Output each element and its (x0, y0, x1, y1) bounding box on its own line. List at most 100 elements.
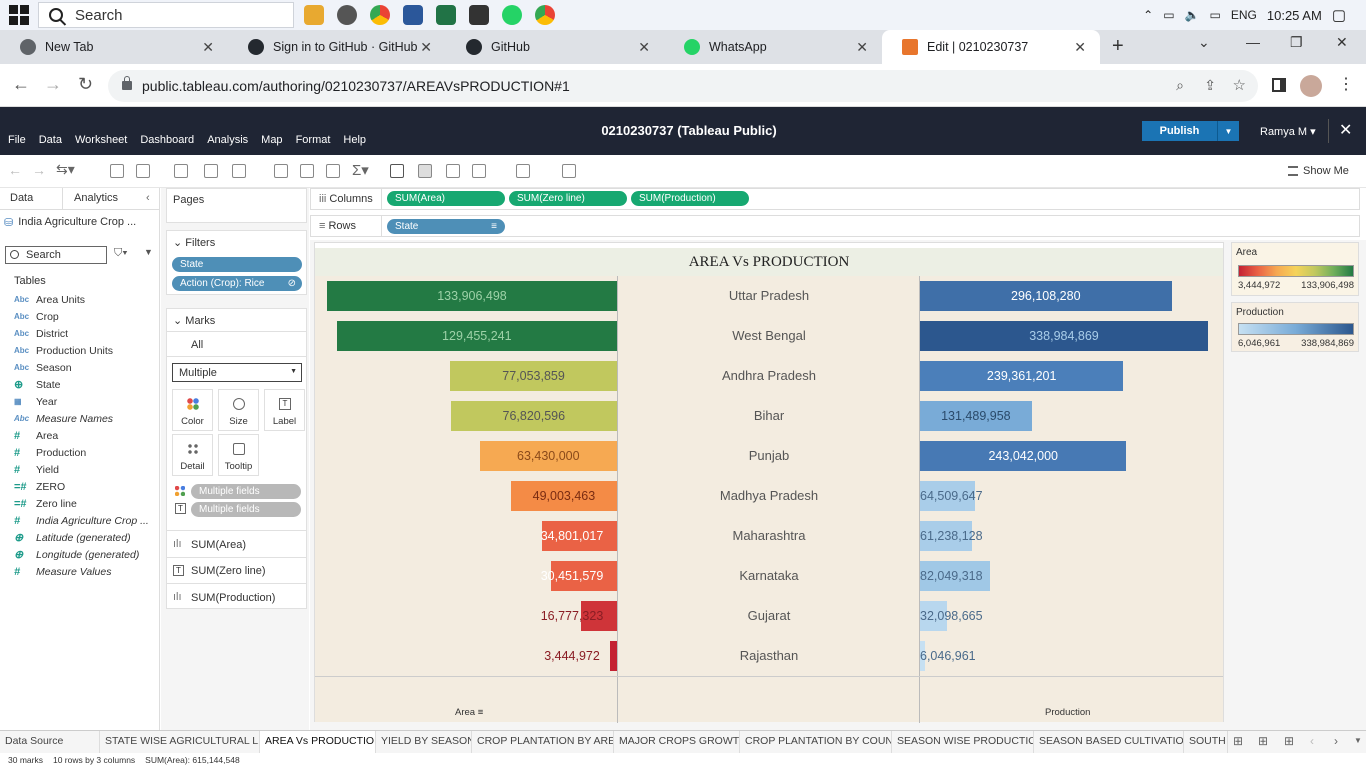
tab-search-icon[interactable]: ⌄ (1198, 34, 1210, 50)
marks-tab-production[interactable]: ılı SUM(Production) (167, 583, 306, 609)
area-bar[interactable] (551, 561, 617, 591)
share-icon[interactable]: ⇪ (1204, 77, 1216, 93)
field-item[interactable]: # India Agriculture Crop ... (14, 512, 149, 529)
marks-all-tab[interactable]: All (167, 331, 306, 357)
menu-dashboard[interactable]: Dashboard (140, 134, 195, 146)
menu-analysis[interactable]: Analysis (207, 134, 249, 146)
close-tab-icon[interactable]: ✕ (638, 39, 650, 55)
state-label[interactable]: Uttar Pradesh (728, 288, 810, 303)
production-bar[interactable] (920, 281, 1172, 311)
field-item[interactable]: Abc Season (14, 359, 72, 376)
plot-area[interactable]: 133,906,498 Uttar Pradesh 296,108,280 129,4… (315, 276, 1223, 676)
sheet-tab[interactable]: CROP PLANTATION BY COUNT (740, 731, 892, 753)
redo-icon[interactable]: → (32, 162, 46, 178)
browser-tab[interactable]: GitHub ✕ (446, 30, 664, 64)
field-item[interactable]: Abc Crop (14, 308, 59, 325)
state-label[interactable]: Karnataka (739, 568, 799, 583)
close-window-button[interactable]: ✕ (1336, 34, 1348, 50)
datasource-item[interactable]: ⛁ India Agriculture Crop ... (4, 216, 137, 229)
next-tab-icon[interactable]: › (1334, 734, 1338, 748)
new-story-icon[interactable]: ⊞ (1284, 734, 1295, 748)
network-icon[interactable]: ▭ (1209, 8, 1221, 22)
notification-icon[interactable]: ▢ (1331, 7, 1346, 24)
sheet-tab[interactable]: MAJOR CROPS GROWTH (614, 731, 740, 753)
area-bar[interactable] (510, 481, 617, 511)
chrome-profile-icon[interactable] (535, 5, 555, 25)
sheet-tab[interactable]: SEASON BASED CULTIVATION (1034, 731, 1184, 753)
browser-tab[interactable]: WhatsApp ✕ (664, 30, 882, 64)
fit-icon[interactable] (472, 164, 486, 178)
area-bar[interactable] (336, 321, 617, 351)
totals-icon[interactable]: Σ▾ (352, 162, 369, 179)
new-datasource-icon[interactable] (110, 164, 124, 178)
production-bar[interactable] (920, 561, 990, 591)
field-item[interactable]: # Measure Values (14, 563, 111, 580)
new-worksheet-icon[interactable]: ⊞ (1233, 734, 1244, 748)
back-button[interactable]: ← (12, 74, 30, 94)
user-menu[interactable]: Ramya M ▾ (1260, 126, 1316, 138)
field-item[interactable]: ▦ Year (14, 393, 57, 410)
marks-tab-area[interactable]: ılı SUM(Area) (167, 530, 306, 557)
sort-desc-icon[interactable] (326, 164, 340, 178)
state-label[interactable]: Andhra Pradesh (722, 368, 816, 383)
forward-button[interactable]: → (44, 74, 62, 94)
pause-updates-icon[interactable] (136, 164, 150, 178)
sheet-tab[interactable]: STATE WISE AGRICULTURAL L... (100, 731, 260, 753)
maximize-button[interactable]: ❐ (1290, 34, 1303, 50)
production-bar[interactable] (920, 441, 1127, 471)
field-item[interactable]: Abc District (14, 325, 68, 342)
area-bar[interactable] (580, 601, 617, 631)
production-bar[interactable] (920, 321, 1208, 351)
area-bar[interactable] (541, 521, 617, 551)
duplicate-sheet-icon[interactable] (204, 164, 218, 178)
new-worksheet-icon[interactable] (174, 164, 188, 178)
close-tab-icon[interactable]: ✕ (202, 39, 214, 55)
state-label[interactable]: Madhya Pradesh (719, 488, 819, 503)
word-icon[interactable] (403, 5, 423, 25)
taskbar-search[interactable]: Search (38, 2, 294, 28)
label-button[interactable]: T Label (264, 389, 305, 431)
highlight-icon[interactable] (390, 164, 404, 178)
state-label[interactable]: Gujarat (747, 608, 791, 623)
size-button[interactable]: Size (218, 389, 259, 431)
tab-analytics[interactable]: Analytics (74, 192, 119, 204)
store-icon[interactable] (469, 5, 489, 25)
chevron-down-icon[interactable]: ▼ (1217, 121, 1239, 141)
field-item[interactable]: Abc Measure Names (14, 410, 113, 427)
columns-pill-zero-line[interactable]: SUM(Zero line) (509, 191, 627, 206)
browser-tab[interactable]: New Tab ✕ (0, 30, 228, 64)
field-item[interactable]: Abc Area Units (14, 291, 85, 308)
production-bar[interactable] (920, 481, 975, 511)
production-bar[interactable] (920, 361, 1124, 391)
swap-icon[interactable] (274, 164, 288, 178)
rows-shelf[interactable]: ≡ Rows State ≡ (310, 215, 1360, 237)
reload-button[interactable]: ↻ (78, 74, 94, 94)
menu-map[interactable]: Map (261, 134, 283, 146)
volume-icon[interactable]: 🔈 (1184, 8, 1200, 22)
columns-pill-production[interactable]: SUM(Production) (631, 191, 749, 206)
field-item[interactable]: =# ZERO (14, 478, 65, 495)
color-button[interactable]: Color (172, 389, 213, 431)
avatar[interactable] (1300, 75, 1322, 97)
sheet-tab[interactable]: YIELD BY SEASON (376, 731, 472, 753)
excel-icon[interactable] (436, 5, 456, 25)
state-label[interactable]: West Bengal (732, 328, 806, 343)
sort-icon[interactable]: ≡ (477, 707, 484, 718)
url-bar[interactable]: public.tableau.com/authoring/0210230737/… (108, 70, 1258, 102)
format-icon[interactable] (446, 164, 460, 178)
publish-button[interactable]: Publish ▼ (1142, 121, 1239, 141)
filters-card[interactable]: ⌄ Filters State Action (Crop): Rice ⊘ (166, 230, 307, 295)
tab-data[interactable]: Data (10, 192, 34, 204)
field-item[interactable]: =# Zero line (14, 495, 77, 512)
rows-pill-state[interactable]: State ≡ (387, 219, 505, 234)
production-axis-label[interactable]: Production (1045, 707, 1091, 718)
browser-tab[interactable]: Sign in to GitHub · GitHub ✕ (228, 30, 446, 64)
side-panel-icon[interactable] (1272, 78, 1286, 92)
more-menu-icon[interactable]: ⋮ (1338, 76, 1354, 93)
new-dashboard-icon[interactable]: ⊞ (1258, 734, 1269, 748)
language-indicator[interactable]: ENG (1230, 8, 1257, 22)
field-item[interactable]: # Area (14, 427, 58, 444)
area-bar[interactable] (609, 641, 617, 671)
state-label[interactable]: Bihar (753, 408, 785, 423)
mark-field-pill[interactable]: Multiple fields (191, 484, 301, 499)
